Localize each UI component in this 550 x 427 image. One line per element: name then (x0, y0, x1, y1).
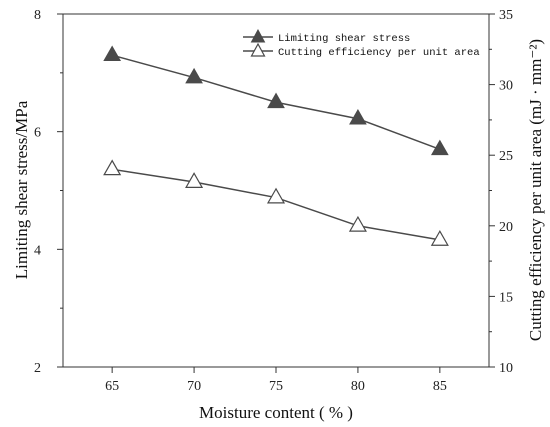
right-y-axis-ticks: 10 15 20 25 30 35 (489, 8, 513, 376)
legend-marker-open-triangle (250, 42, 266, 57)
point-limiting-shear-stress (349, 109, 367, 125)
x-tick-label: 80 (351, 379, 365, 394)
left-y-axis-ticks: 2 4 6 8 (34, 8, 63, 376)
point-limiting-shear-stress (267, 92, 285, 109)
x-tick-label: 65 (105, 379, 119, 394)
x-tick-label: 85 (433, 379, 447, 394)
x-tick-label: 70 (187, 379, 201, 394)
left-y-axis-title: Limiting shear stress/MPa (12, 100, 31, 279)
point-cutting-efficiency (185, 172, 204, 188)
x-tick-label: 75 (269, 379, 283, 394)
right-y-tick-label: 30 (499, 79, 513, 94)
x-axis-title: Moisture content ( % ) (199, 403, 353, 422)
right-y-axis-title: Cutting efficiency per unit area (mJ · m… (526, 39, 545, 341)
point-cutting-efficiency (103, 159, 122, 176)
right-y-tick-label: 25 (499, 149, 513, 164)
legend-label-cutting-efficiency: Cutting efficiency per unit area (278, 47, 480, 59)
point-cutting-efficiency (430, 230, 449, 246)
left-y-tick-label: 6 (34, 126, 41, 141)
left-y-tick-label: 2 (34, 361, 41, 376)
point-limiting-shear-stress (430, 139, 449, 156)
left-y-tick-label: 4 (34, 243, 41, 258)
point-limiting-shear-stress (185, 67, 203, 84)
point-limiting-shear-stress (103, 45, 122, 62)
series-layer (103, 45, 449, 246)
point-cutting-efficiency (266, 187, 286, 204)
x-axis-ticks: 65 70 75 80 85 (105, 367, 447, 394)
right-y-tick-label: 20 (499, 220, 513, 235)
legend: Limiting shear stress Cutting efficiency… (243, 28, 480, 59)
legend-marker-filled-triangle (250, 28, 266, 43)
right-y-tick-label: 35 (499, 8, 513, 23)
right-y-tick-label: 15 (499, 290, 513, 305)
right-y-tick-label: 10 (499, 361, 513, 376)
series-line-1 (112, 168, 440, 241)
legend-label-limiting-shear-stress: Limiting shear stress (278, 33, 410, 45)
point-cutting-efficiency (348, 215, 367, 232)
left-y-tick-label: 8 (34, 8, 41, 23)
